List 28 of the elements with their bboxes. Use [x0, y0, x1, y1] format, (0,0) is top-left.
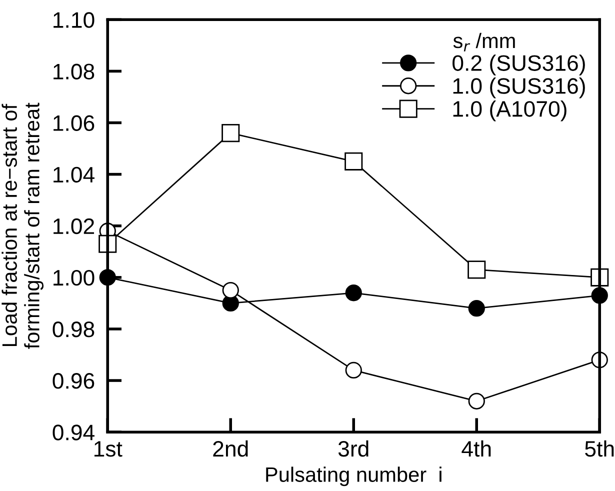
x-axis-title: Pulsating number i — [266, 466, 442, 486]
point — [468, 300, 485, 317]
legend-label: 0.2 (SUS316) — [452, 54, 585, 76]
legend-title: s$_{r}$ /mm — [453, 32, 515, 52]
x-tick-label: 4th — [462, 440, 491, 457]
legend-label: 1.0 (SUS316) — [453, 78, 585, 98]
x-tick-label: 1st — [94, 441, 122, 457]
legend-label: 1.0 (A1070) — [453, 100, 566, 122]
point — [345, 362, 362, 379]
point — [345, 284, 362, 302]
point — [468, 392, 485, 410]
y-axis-title: Load fraction at re−start of forming/start of ram retreat — [2, 102, 44, 349]
x-tick-label: 5th — [585, 440, 614, 457]
point — [222, 124, 240, 142]
y-tick-label: 1.08 — [54, 64, 94, 80]
x-tick-label: 2nd — [213, 440, 248, 457]
y-tick-label: 1.02 — [54, 218, 94, 234]
point — [468, 260, 486, 279]
point — [344, 152, 363, 170]
y-tick-label: 1.06 — [54, 115, 94, 132]
y-tick-label: 0.98 — [52, 322, 94, 338]
y-tick-label: 1.10 — [54, 12, 94, 28]
y-tick-label: 1.00 — [54, 270, 94, 286]
y-tick-label: 1.04 — [54, 166, 94, 183]
x-tick-label: 3rd — [338, 440, 368, 457]
point — [222, 282, 239, 299]
y-tick-label: 0.96 — [52, 373, 94, 389]
y-tick-label: 0.94 — [52, 424, 94, 440]
